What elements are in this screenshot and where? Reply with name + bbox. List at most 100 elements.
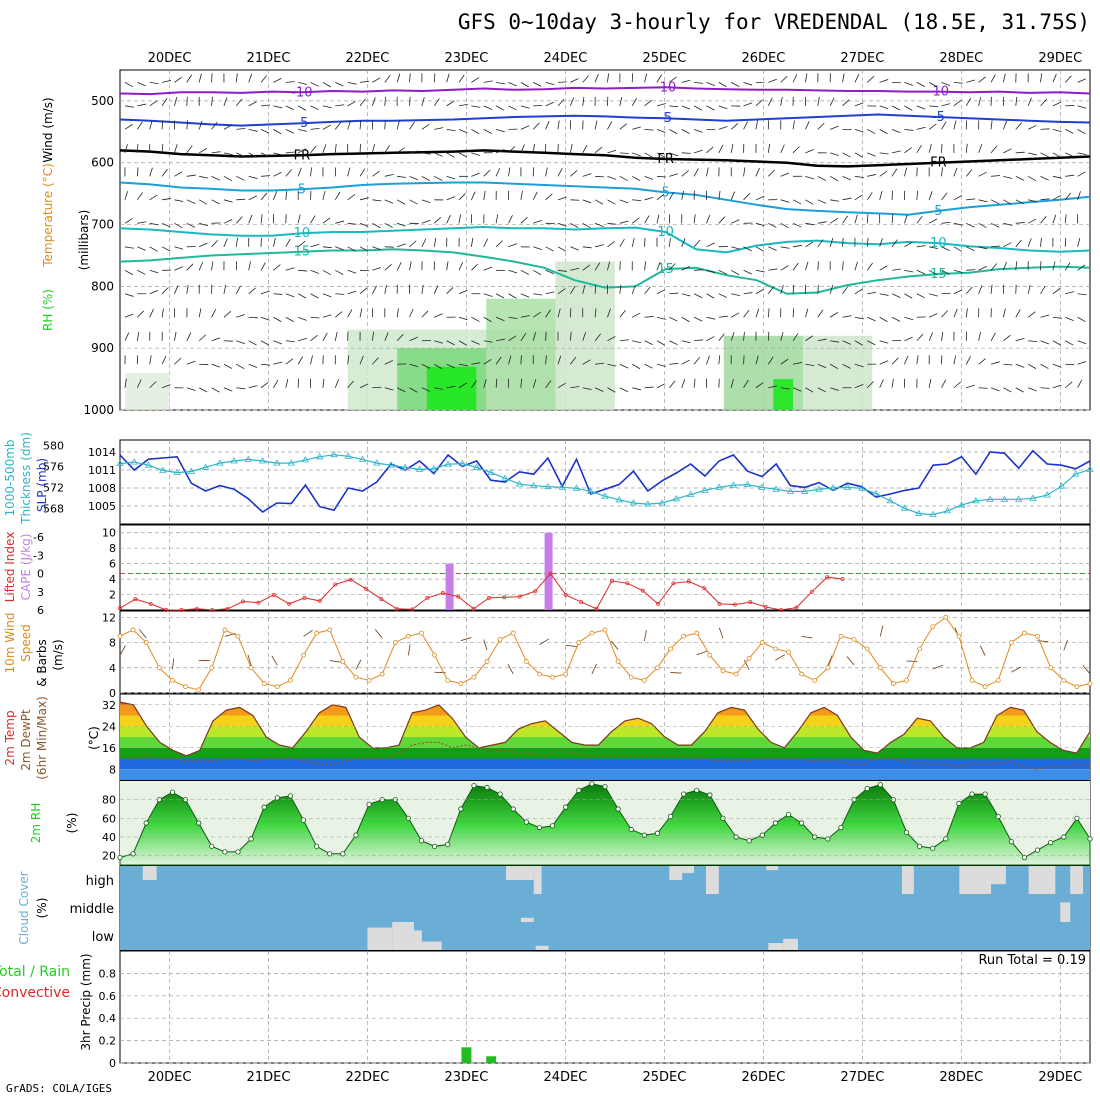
wind-barb [310,145,317,154]
wind-speed-point [733,671,739,677]
wind-barb [1015,337,1025,342]
wind-barb [582,199,592,204]
thickness-point [772,485,780,492]
wind-barb [656,175,666,178]
cloud-cell-high [1070,866,1084,894]
thickness-point [629,499,638,506]
wind-barb [1064,214,1067,224]
wind-barb [619,199,629,204]
wind-barb [483,190,486,200]
wind-barb [174,171,183,177]
wind-barb [236,175,245,181]
wind-barb [1015,222,1025,224]
wind-barb [965,308,968,318]
wind-barb [248,316,258,319]
wind-barb [693,357,701,365]
panel-label-temp: (°C) [87,726,101,750]
wind-barb [743,167,746,177]
lifted-index-point [779,608,784,612]
wind-barb [681,170,689,177]
wind-barb [174,76,183,83]
wind-barb [211,151,221,154]
rh-point [248,836,254,842]
thickness-tick-label: 568 [43,502,64,515]
wind-barb [174,199,184,202]
wind-barb [285,340,295,343]
cape-tick-label: 8 [109,542,116,555]
wind-barb [1052,288,1061,295]
wind-barb [644,316,654,318]
temp-tick-label: 32 [102,699,116,712]
wind-barb [508,167,511,177]
wind-barb [397,175,407,178]
wind-barb [520,144,525,153]
wind-barb [570,386,580,389]
thickness-point [601,492,609,499]
wind-barb [483,169,491,177]
wind-barb [161,308,164,318]
wind-barb [149,194,158,201]
wind-barb [842,73,845,83]
wind-barb [335,246,344,251]
wind-barb [334,191,341,201]
lifted-index-point [609,578,614,583]
wind-barb [149,222,159,226]
wind-barb [434,313,443,318]
wind-barb [211,199,220,205]
thickness-point [701,486,709,493]
wind-barb [681,128,690,135]
wind-barb [953,381,962,389]
rh-point [484,784,490,791]
panel-label-upper: RH (%) [41,289,55,331]
wind-barb [619,310,626,318]
wind-barb [1077,191,1081,200]
wind-barb [273,237,276,247]
wind-barb [446,287,454,295]
series-line-thickness [119,454,1091,516]
wind-barb [211,239,218,248]
wind-barb [1015,309,1021,318]
rh-point [261,804,267,810]
wind-barb [1003,242,1012,248]
wind-barb [941,167,943,177]
wind-barb [433,98,440,107]
wind-barb [656,103,666,107]
lifted-index-point [640,588,645,593]
wind-barb [236,314,245,318]
wind-barb [842,315,852,318]
wind-barb [879,238,883,247]
wind-barb [347,309,353,318]
wind-barb [953,269,963,273]
wind-barb [953,167,958,177]
wind-barb [631,237,635,247]
wind-barb [607,387,616,393]
wind-barb [768,268,778,271]
wind-barb [607,222,617,225]
wind-barb [149,355,152,365]
rh-point [445,841,451,848]
rh-point [825,836,831,842]
wind-barb [916,190,919,200]
rh-point [1048,839,1054,846]
wind-barb [829,97,835,107]
wind-barb [656,128,666,133]
lifted-index-tick-label: -3 [33,549,44,562]
wind-barb [471,105,481,108]
wind-barb [780,331,784,341]
wind-barb [594,262,601,271]
wind-barb [1077,264,1086,271]
wind-barb [718,105,728,110]
wind-barb [384,360,394,365]
wind-barb [273,340,282,345]
wind-barb [335,82,344,87]
wind-barb [248,195,257,201]
wind-barb [595,175,605,178]
wind-barb [792,333,799,341]
wind-barb-10m [743,659,750,670]
wind-barb-10m [460,636,472,642]
wind-barb [694,81,704,84]
wind-barb [978,265,987,271]
wind-barb [421,152,431,155]
wind-barb [545,246,554,252]
wind-barb [186,263,194,271]
